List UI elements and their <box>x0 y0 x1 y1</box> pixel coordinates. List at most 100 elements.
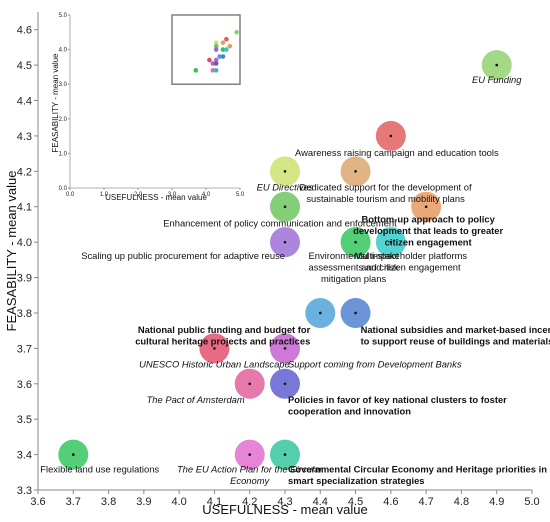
point-label: Policies in favor of key national cluste… <box>288 394 507 417</box>
point-label: Governmental Circular Economy and Herita… <box>288 464 550 487</box>
point-center-dot <box>283 205 287 209</box>
point-center-dot <box>318 311 322 315</box>
inset-point <box>213 57 219 63</box>
point-center-dot <box>283 382 287 386</box>
x-tick-label: 4.5 <box>348 496 363 508</box>
x-tick-label: 3.9 <box>136 496 151 508</box>
point-center-dot <box>354 170 357 173</box>
x-tick-label: 3.6 <box>30 496 45 508</box>
y-tick-label: 3.8 <box>17 308 32 320</box>
point-center-dot <box>283 240 287 244</box>
y-tick-label: 3.4 <box>17 450 32 462</box>
point-center-dot <box>213 347 216 350</box>
x-tick-label: 5.0 <box>524 496 539 508</box>
x-tick-label: 4.9 <box>489 496 504 508</box>
y-tick-label: 3.7 <box>17 343 32 355</box>
x-tick-label: 4.0 <box>171 496 186 508</box>
x-tick-label: 4.8 <box>454 496 469 508</box>
inset-point <box>213 40 219 45</box>
inset-overview-chart: 0.0 1.0 2.0 3.0 4.0 5.0 0.0 1.0 2.0 3.0 4.0 5.0 USE… <box>51 13 245 202</box>
x-tick-label: 4.2 <box>242 496 257 508</box>
inset-y-tick-label: 1.0 <box>59 151 68 157</box>
inset-point <box>210 61 216 66</box>
point-center-dot <box>283 170 287 173</box>
inset-point <box>207 57 212 63</box>
inset-points <box>193 30 239 73</box>
point-label: EU Funding <box>472 74 522 85</box>
point-center-dot <box>283 347 287 350</box>
inset-point <box>224 47 229 52</box>
point-label: The EU Action Plan for the Circular Econo… <box>177 464 323 487</box>
point-label: Scaling up public procurement for adapti… <box>81 250 285 261</box>
point-center-dot <box>354 311 357 315</box>
point-label: Environmental impact assessments and risk… <box>308 250 399 284</box>
y-tick-label: 3.3 <box>17 485 32 497</box>
point-center-dot <box>495 63 499 67</box>
point-label: EU Directives <box>257 181 314 192</box>
y-tick-label: 3.9 <box>17 273 32 285</box>
point-label: Enhancement of policy communication and … <box>163 218 397 229</box>
inset-point <box>220 54 226 59</box>
y-tick-label: 3.6 <box>17 379 32 391</box>
inset-y-tick-label: 2.0 <box>59 117 68 123</box>
inset-point <box>224 36 229 42</box>
inset-y-tick-label: 4.0 <box>59 48 68 54</box>
inset-x-tick-label: 5.0 <box>236 192 245 198</box>
point-label: Awareness raising campaign and education… <box>295 147 499 158</box>
y-axis-title: FEASABILITY - mean value <box>4 171 19 332</box>
inset-zoom-box <box>171 14 241 85</box>
inset-x-tick-label: 2.0 <box>134 192 143 198</box>
inset-y-tick-label: 0.0 <box>59 186 68 192</box>
point-label: The Pact of Amsterdam <box>147 394 245 405</box>
inset-y-title: FEASABILITY - mean value <box>51 53 60 153</box>
inset-point <box>213 61 219 66</box>
x-axis-title: USEFULNESS - mean value <box>202 502 367 517</box>
labels-layer: EU Funding Awareness raising campaign and… <box>40 74 550 486</box>
inset-y-tick-label: 5.0 <box>59 13 68 19</box>
y-tick-label: 4.4 <box>17 96 32 108</box>
inset-point <box>220 40 226 45</box>
x-tick-label: 3.8 <box>101 496 116 508</box>
y-tick-label: 4.6 <box>17 25 32 37</box>
inset-x-tick-label: 3.0 <box>168 192 177 198</box>
points-layer <box>58 50 512 470</box>
point-label: Flexible land use regulations <box>40 464 159 475</box>
inset-point <box>210 68 216 73</box>
point-center-dot <box>389 134 393 138</box>
inset-point <box>234 30 239 35</box>
point-label: National subsidies and market-based ince… <box>361 324 550 347</box>
y-tick-label: 4.3 <box>17 131 32 143</box>
inset-point <box>213 68 219 73</box>
inset-ticks: 0.0 1.0 2.0 3.0 4.0 5.0 0.0 1.0 2.0 3.0 4.0 5.0 <box>59 13 245 198</box>
x-tick-label: 4.1 <box>207 496 222 508</box>
inset-y-tick-label: 3.0 <box>59 82 68 88</box>
point-center-dot <box>248 382 252 386</box>
point-center-dot <box>248 453 252 456</box>
x-tick-label: 4.4 <box>313 496 328 508</box>
inset-point <box>220 47 226 52</box>
inset-x-tick-label: 0.0 <box>66 192 75 198</box>
point-center-dot <box>354 240 357 244</box>
point-label: Dedicated support for the development of… <box>300 181 472 204</box>
point-label: National public funding and budget for cu… <box>135 324 310 347</box>
point-label: Multi-stakeholder platforms and citizen e… <box>355 250 468 273</box>
inset-point <box>217 54 222 59</box>
inset-point <box>227 43 233 49</box>
y-tick-label: 4.0 <box>17 237 32 249</box>
point-center-dot <box>71 453 75 456</box>
point-label: Bottom-up approach to policy development … <box>353 214 503 248</box>
inset-x-title: USEFULNESS - mean value <box>105 193 207 202</box>
inset-point <box>213 47 219 52</box>
point-label: UNESCO Historic Urban Landscape <box>139 358 290 369</box>
y-axis-ticks: 3.3 3.4 3.5 3.6 3.7 3.8 3.9 4.0 4.1 4.2 4.3 4.4 4.5 4… <box>17 25 38 497</box>
point-label: Support coming from Development Banks <box>288 358 462 369</box>
y-tick-label: 4.5 <box>17 60 32 72</box>
inset-x-tick-label: 4.0 <box>202 192 211 198</box>
point-center-dot <box>283 453 287 456</box>
inset-point <box>193 68 199 73</box>
y-tick-label: 3.5 <box>17 414 32 426</box>
inset-point <box>213 43 219 49</box>
point-center-dot <box>424 205 428 209</box>
x-axis-ticks: 3.6 3.7 3.8 3.9 4.0 4.1 4.2 4.3 4.4 4.5 4.6 4.7 4.8 4… <box>30 490 540 508</box>
